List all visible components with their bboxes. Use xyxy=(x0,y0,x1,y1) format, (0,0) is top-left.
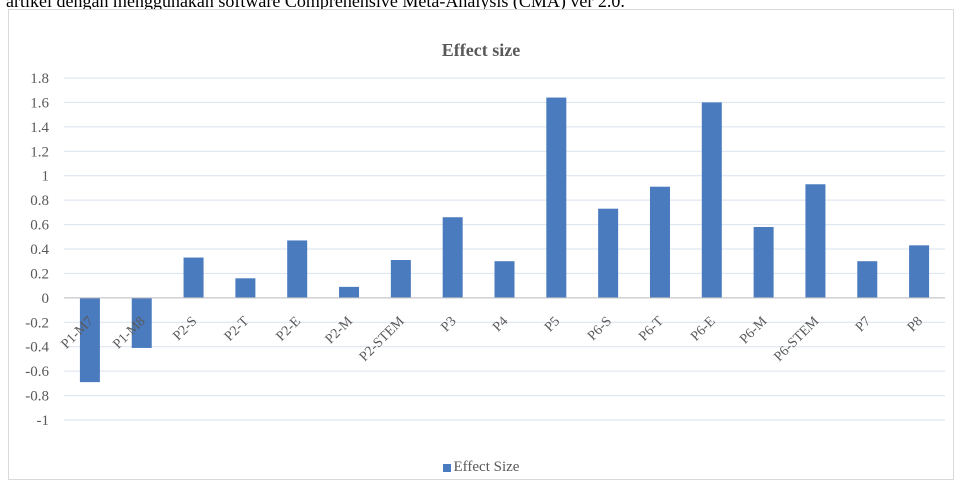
bar-p2-t xyxy=(235,278,256,298)
y-tick-label: 1.4 xyxy=(30,120,49,136)
y-tick-label: 1 xyxy=(42,169,50,185)
x-tick-label: P2-STEM xyxy=(357,314,408,365)
x-tick-label: P2-T xyxy=(222,314,253,345)
legend: Effect Size xyxy=(9,459,953,476)
x-tick-label: P4 xyxy=(490,314,511,335)
bar-p1-m8 xyxy=(131,297,152,348)
bar-p2-m xyxy=(339,286,360,298)
bar-p8 xyxy=(909,245,930,298)
y-axis-tick-labels: 1.8 1.6 1.4 1.2 1 0.8 0.6 0.4 0.2 0 -0.2 -0.4 -0.6 -0… xyxy=(25,71,49,429)
bar-p5 xyxy=(546,97,567,298)
x-tick-label: P2-E xyxy=(274,314,304,344)
y-tick-label: 1.6 xyxy=(30,95,49,111)
x-tick-label: P8 xyxy=(905,314,926,335)
y-tick-label: 0.8 xyxy=(30,193,49,209)
bar-p6-s xyxy=(598,208,619,298)
x-tick-label: P3 xyxy=(438,314,459,335)
document-text-line: artikel dengan menggunakan software Comp… xyxy=(6,0,625,11)
x-tick-label: P6-STEM xyxy=(772,314,823,365)
x-axis-tick-labels: P1-M7 P1-M8 P2-S P2-T P2-E P2-M P2-STEM P3 P4 P5 P… xyxy=(59,314,926,365)
x-tick-label: P7 xyxy=(853,314,874,335)
bar-p4 xyxy=(494,261,515,298)
y-tick-label: -0.6 xyxy=(25,364,49,380)
y-tick-label: 1.8 xyxy=(30,71,49,87)
bar-p7 xyxy=(857,261,878,298)
legend-swatch xyxy=(442,463,451,472)
bar-p3 xyxy=(442,217,463,298)
x-tick-label: P2-S xyxy=(171,314,201,344)
x-tick-label: P6-T xyxy=(636,314,667,345)
x-tick-label: P6-S xyxy=(585,314,615,344)
y-tick-label: 0.4 xyxy=(30,242,49,258)
y-tick-label: -0.4 xyxy=(25,340,49,356)
bar-p6-e xyxy=(701,102,722,298)
bar-p2-s xyxy=(183,257,204,298)
y-tick-label: -0.8 xyxy=(25,389,49,405)
chart-title: Effect size xyxy=(441,40,521,60)
y-tick-label: -0.2 xyxy=(25,315,49,331)
bar-p6-m xyxy=(753,227,774,298)
y-tick-label: 1.2 xyxy=(30,144,49,160)
x-tick-label: P5 xyxy=(542,314,563,335)
bar-p6-stem xyxy=(805,184,826,298)
y-tick-label: 0.2 xyxy=(30,266,49,282)
bar-p1-m7 xyxy=(79,297,100,383)
bar-p6-t xyxy=(649,186,670,298)
legend-label: Effect Size xyxy=(453,459,520,475)
y-tick-label: -1 xyxy=(37,413,50,429)
effect-size-bar-chart: 1.8 1.6 1.4 1.2 1 0.8 0.6 0.4 0.2 0 -0.2 -0.4 -0.6 -0… xyxy=(25,71,945,429)
chart-area: 1.8 1.6 1.4 1.2 1 0.8 0.6 0.4 0.2 0 -0.2 -0.4 -0.6 -0… xyxy=(8,9,954,480)
x-tick-label: P6-M xyxy=(737,314,771,348)
y-tick-label: 0 xyxy=(42,291,50,307)
bar-p2-e xyxy=(287,240,308,298)
x-tick-label: P6-E xyxy=(688,314,718,344)
bars xyxy=(79,97,930,383)
bar-p2-stem xyxy=(390,259,411,298)
x-tick-label: P2-M xyxy=(323,314,357,348)
y-tick-label: 0.6 xyxy=(30,218,49,234)
